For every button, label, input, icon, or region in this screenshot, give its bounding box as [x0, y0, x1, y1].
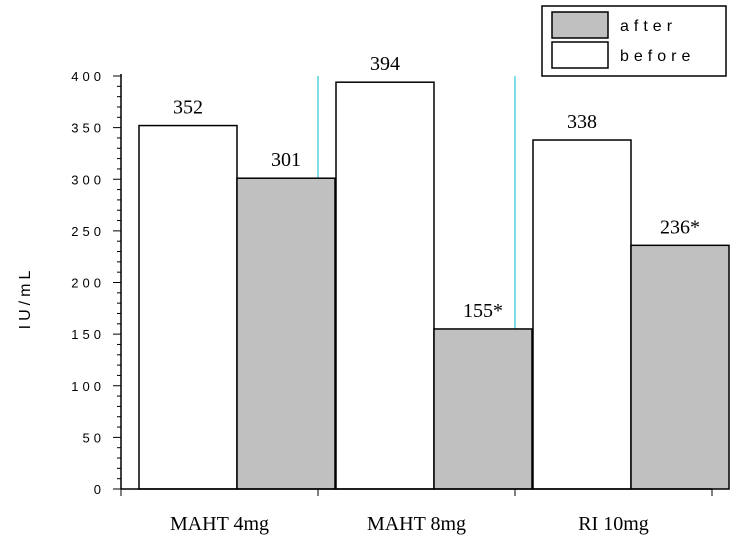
category-labels-group: MAHT 4mg MAHT 8mg RI 10mg: [170, 513, 649, 535]
bar-before: [138, 124, 238, 490]
bar-after: [630, 244, 730, 490]
category-label: RI 10mg: [578, 513, 649, 535]
y-tick-label: 350: [71, 121, 105, 136]
data-label-before: 352: [173, 97, 203, 119]
y-tick-label: 200: [71, 276, 105, 291]
y-tick-label: 150: [71, 327, 105, 342]
category-label: MAHT 4mg: [170, 513, 269, 535]
y-ticks-group: 0 50 100 150 200 250 300 350 400: [71, 69, 121, 497]
bar-before: [532, 139, 632, 490]
y-tick-label: 250: [71, 224, 105, 239]
y-tick-label: 100: [71, 379, 105, 394]
y-axis-label: IU/mL: [17, 267, 34, 330]
axes-group: [120, 74, 712, 490]
data-label-before: 394: [370, 53, 400, 75]
legend: after before: [541, 5, 727, 77]
x-ticks-group: [120, 489, 713, 496]
legend-label-after: after: [620, 18, 677, 35]
bars-group: [138, 81, 730, 490]
bar-after: [433, 328, 533, 490]
data-labels-group: 352 301 394 155* 338 236*: [173, 53, 700, 322]
data-label-after: 236*: [660, 216, 700, 238]
bar-before: [335, 81, 435, 490]
data-label-after: 155*: [463, 300, 503, 322]
bar-after: [236, 177, 336, 490]
y-tick-label: 0: [94, 482, 105, 497]
category-label: MAHT 8mg: [367, 513, 466, 535]
legend-swatch-after: [551, 11, 609, 39]
y-tick-label: 300: [71, 172, 105, 187]
legend-label-before: before: [620, 48, 695, 65]
legend-swatch-before: [551, 41, 609, 69]
y-tick-label: 400: [71, 69, 105, 84]
y-tick-label: 50: [83, 430, 105, 445]
data-label-after: 301: [271, 149, 301, 171]
data-label-before: 338: [567, 111, 597, 133]
